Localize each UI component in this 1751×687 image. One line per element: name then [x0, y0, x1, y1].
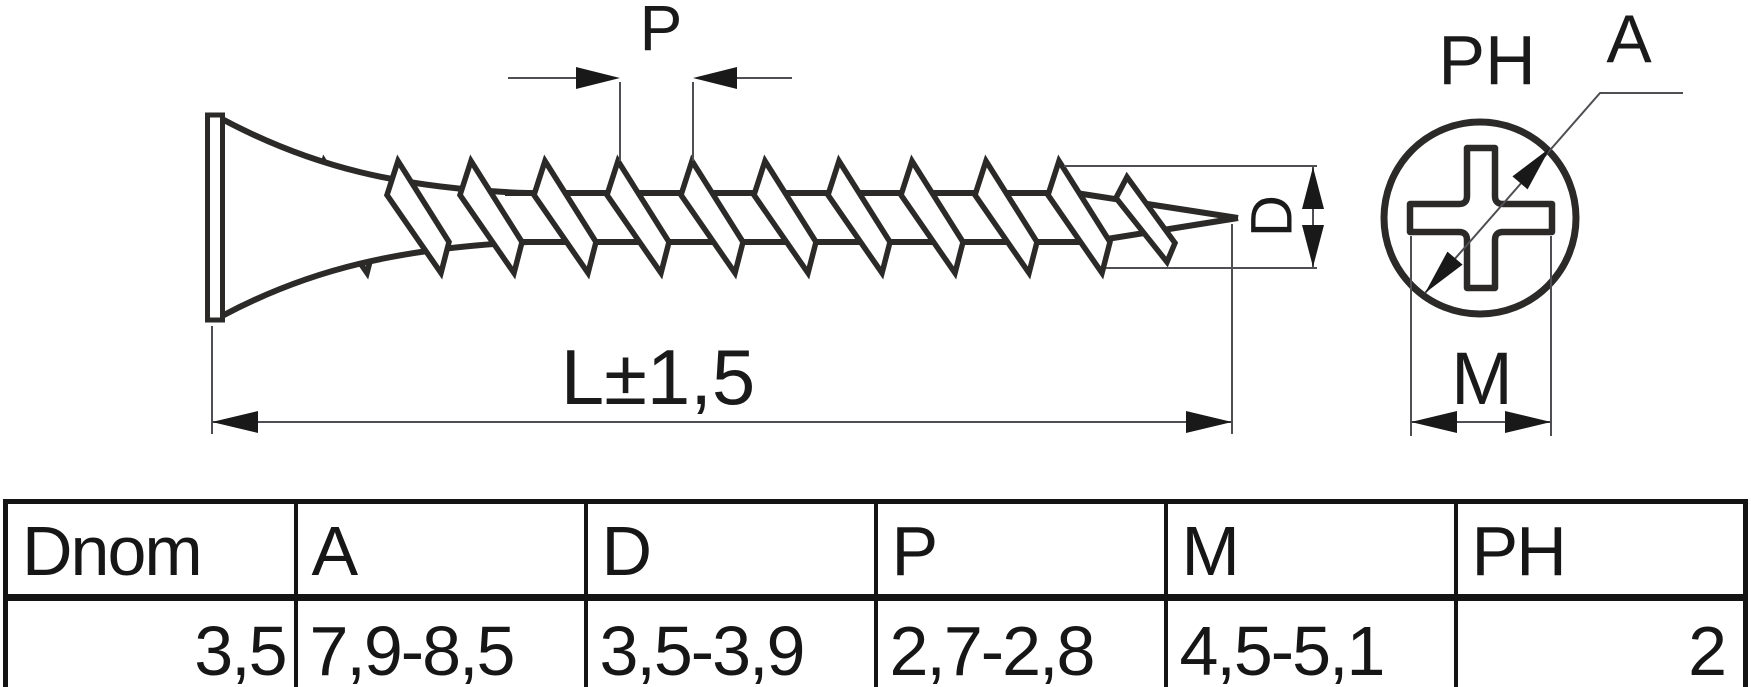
column-header-dnom: Dnom — [3, 499, 298, 601]
column-header-d: D — [583, 499, 878, 601]
arrowhead-down — [1302, 225, 1324, 267]
arrowhead-right — [1505, 411, 1551, 433]
thread-spike — [603, 154, 672, 280]
cell-d-value: 3,5-3,9 — [583, 595, 878, 687]
drive-type-label: PH — [1438, 21, 1535, 99]
table-row: 3,5 7,9-8,5 3,5-3,9 2,7-2,8 4,5-5,1 2 — [3, 595, 1748, 687]
screw-head-front-view: A M PH — [1380, 1, 1683, 436]
thread-spike — [383, 154, 452, 280]
thread-spikes — [383, 154, 1179, 280]
arrowhead-left — [1411, 411, 1457, 433]
recess-width-label: M — [1451, 337, 1513, 420]
thread-spike — [750, 154, 819, 280]
column-header-m: M — [1163, 499, 1458, 601]
screw-technical-drawing: P L±1,5 D — [205, 0, 1683, 436]
head-diameter-dimension: A — [1424, 1, 1683, 294]
column-header-a: A — [293, 499, 588, 601]
pitch-dimension: P — [508, 0, 792, 161]
table-header-row: Dnom A D P M PH — [3, 499, 1748, 601]
column-header-ph: PH — [1453, 499, 1748, 601]
arrowhead-right — [1186, 411, 1232, 433]
head-diameter-label: A — [1606, 1, 1652, 77]
diameter-dimension: D — [1064, 165, 1324, 269]
thread-spike — [971, 154, 1040, 280]
arrowhead-left — [693, 67, 737, 89]
cell-p-value: 2,7-2,8 — [873, 595, 1168, 687]
cell-ph-value: 2 — [1453, 595, 1748, 687]
thread-spike — [1112, 171, 1179, 268]
cell-dnom-value: 3,5 — [3, 595, 298, 687]
arrowhead-up-right — [1512, 148, 1550, 190]
diameter-label: D — [1240, 195, 1305, 237]
screw-side-view — [205, 112, 1239, 323]
cell-m-value: 4,5-5,1 — [1163, 595, 1458, 687]
length-dimension: L±1,5 — [211, 224, 1233, 434]
thread-spike — [824, 154, 893, 280]
phillips-cross-recess — [1406, 144, 1556, 292]
arrowhead-up — [1302, 167, 1324, 209]
arrowhead-right — [576, 67, 620, 89]
cell-a-value: 7,9-8,5 — [293, 595, 588, 687]
pitch-label: P — [640, 0, 683, 64]
length-label: L±1,5 — [561, 333, 756, 421]
thread-spike — [530, 154, 599, 280]
arrowhead-left — [212, 411, 258, 433]
thread-spike — [677, 154, 746, 280]
thread-spike — [456, 154, 525, 280]
screw-head — [205, 112, 529, 323]
recess-width-dimension: M — [1410, 236, 1552, 436]
thread-spike — [1044, 154, 1113, 280]
arrowhead-down-left — [1425, 251, 1463, 293]
thread-spike — [897, 154, 966, 280]
column-header-p: P — [873, 499, 1168, 601]
dimensions-table: Dnom A D P M PH 3,5 7,9-8,5 3,5-3,9 2,7-… — [3, 499, 1748, 687]
